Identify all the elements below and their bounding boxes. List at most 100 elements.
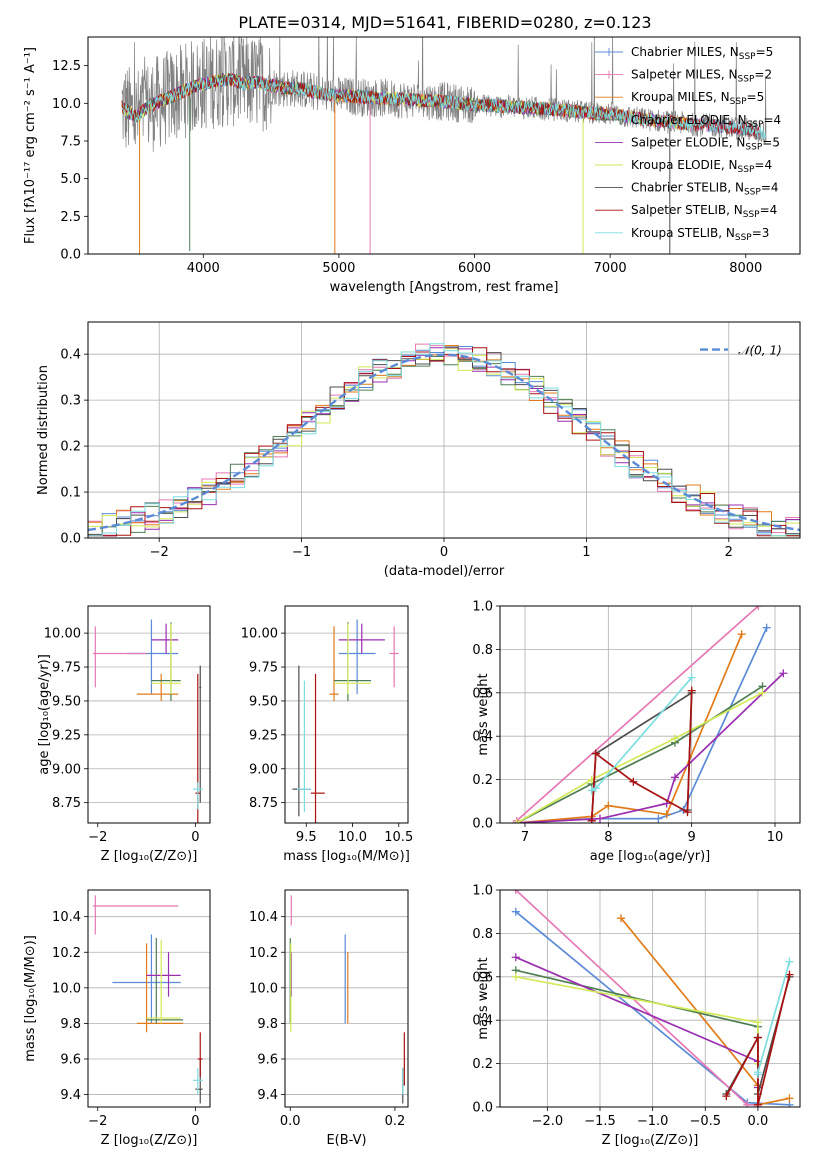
y-axis-label: mass [log₁₀(M/M⊙)] [23, 935, 38, 1062]
x-tick-label: 8000 [729, 261, 762, 276]
data-point-salpeter_stelib [683, 808, 692, 817]
legend-entry: Kroupa ELODIE, NSSP=4 [631, 158, 772, 175]
y-tick-label: 0.6 [472, 686, 493, 701]
y-tick-label: 0.1 [60, 486, 81, 501]
series-line-salpeter_miles [516, 606, 759, 822]
y-tick-label: 10.4 [249, 910, 278, 925]
y-tick-label: 9.4 [60, 1088, 81, 1103]
y-tick-label: 0.2 [472, 1057, 493, 1072]
data-point-salpeter_stelib [587, 816, 596, 823]
y-tick-label: 10.2 [249, 946, 278, 961]
legend-entry: Chabrier MILES, NSSP=5 [631, 45, 773, 62]
y-axis-label: mass weight [476, 673, 491, 755]
x-tick-label: −0.5 [689, 1114, 721, 1129]
axes-frame [87, 321, 801, 539]
y-tick-label: 7.5 [60, 134, 81, 149]
x-axis-label: wavelength [Angstrom, rest frame] [330, 280, 559, 295]
data-point-kroupa_elodie [512, 819, 521, 823]
y-axis-label: mass weight [476, 957, 491, 1039]
x-tick-label: −2 [88, 830, 107, 845]
y-tick-label: 1.0 [472, 600, 493, 615]
legend-entry: Kroupa STELIB, NSSP=3 [631, 226, 769, 243]
x-tick-label: 10.5 [384, 830, 413, 845]
data-point-kroupa_miles [662, 810, 671, 819]
y-tick-label: 0.0 [472, 1101, 493, 1116]
plot-area [88, 343, 800, 537]
y-tick-label: 0.4 [472, 730, 493, 745]
data-point-salpeter_stelib [687, 686, 696, 695]
data-point-kroupa_stelib [753, 1068, 762, 1077]
y-tick-label: 0.2 [472, 773, 493, 788]
legend-eq: =4 [763, 113, 781, 127]
x-axis-label: age [log₁₀(age/yr)] [590, 849, 711, 864]
y-tick-label: 0.8 [472, 643, 493, 658]
y-tick-label: 0.4 [60, 348, 81, 363]
y-tick-label: 9.75 [52, 661, 81, 676]
plot-area [92, 619, 203, 823]
data-point-kroupa_miles [617, 914, 626, 923]
y-tick-label: 9.8 [257, 1017, 278, 1032]
y-tick-label: 5.0 [60, 172, 81, 187]
y-tick-label: 2.5 [60, 210, 81, 225]
legend-label: Chabrier MILES, N [631, 45, 739, 59]
axes-frame [284, 605, 409, 824]
x-tick-label: 6000 [458, 261, 491, 276]
x-tick-label: −1 [292, 545, 311, 560]
x-tick-label: 10 [767, 830, 784, 845]
panel-age_vs_mass: 9.5 10.0 10.5 8.75 9.00 9.25 9.50 9.75 10.00 mass… [241, 605, 413, 864]
data-point-salpeter_stelib [629, 777, 638, 786]
x-axis-label: Z [log₁₀(Z/Z⊙)] [101, 1133, 198, 1148]
legend-eq: =4 [761, 181, 779, 195]
y-axis-label: Normed distribution [36, 365, 51, 495]
y-tick-label: 8.75 [249, 796, 278, 811]
y-tick-label: 12.5 [52, 59, 81, 74]
y-tick-label: 10.2 [52, 946, 81, 961]
y-tick-label: 9.8 [60, 1017, 81, 1032]
y-axis-label: age [log₁₀(age/yr)] [37, 654, 52, 775]
x-tick-label: 7 [521, 830, 529, 845]
legend-subscript: SSP [739, 52, 756, 62]
axes-frame [87, 605, 211, 824]
legend-eq: =5 [747, 90, 765, 104]
legend-subscript: SSP [744, 188, 761, 198]
data-point-salpeter_stelib [753, 1033, 762, 1042]
y-tick-label: 9.75 [249, 661, 278, 676]
legend-label: Salpeter ELODIE, N [631, 135, 745, 149]
data-point-salpeter_miles [511, 890, 520, 894]
y-tick-label: 10.0 [249, 981, 278, 996]
y-tick-label: 9.25 [249, 728, 278, 743]
y-tick-label: 10.00 [44, 627, 81, 642]
legend-subscript: SSP [745, 142, 762, 152]
series-line-kroupa_stelib [757, 961, 791, 1075]
data-point-salpeter_elodie [596, 814, 604, 823]
legend-subscript: SSP [730, 97, 747, 107]
legend-label: 𝒩(0, 1) [738, 344, 782, 358]
series-line-salpeter_miles [515, 890, 758, 1106]
x-tick-label: 5000 [322, 261, 355, 276]
data-point-kroupa_elodie [511, 972, 520, 981]
x-tick-label: 9 [688, 830, 696, 845]
data-point-kroupa_stelib [687, 673, 696, 682]
legend-eq: =5 [762, 135, 780, 149]
y-tick-label: 0.3 [60, 394, 81, 409]
y-tick-label: 0.4 [472, 1014, 493, 1029]
figure-title: PLATE=0314, MJD=51641, FIBERID=0280, z=0… [238, 13, 651, 32]
x-tick-label: 0 [191, 1114, 199, 1129]
data-point-kroupa_miles [737, 630, 746, 639]
y-tick-label: 0.0 [60, 248, 81, 263]
axes-frame [499, 889, 801, 1108]
y-tick-label: 9.4 [257, 1088, 278, 1103]
data-point-kroupa_stelib [587, 786, 596, 795]
data-point-salpeter_elodie [779, 669, 788, 678]
data-point-salpeter_miles [754, 606, 763, 610]
plot-area [121, 37, 767, 254]
axes-frame [284, 889, 409, 1108]
series-line-salpeter_elodie [515, 956, 759, 1107]
legend-label: Salpeter MILES, N [631, 68, 738, 82]
plot-area [292, 619, 399, 823]
data-point-salpeter_stelib [785, 970, 794, 979]
plot-area [512, 606, 788, 823]
legend-label: Kroupa ELODIE, N [631, 158, 738, 172]
x-tick-label: 0.0 [280, 1114, 301, 1129]
x-tick-label: −2 [88, 1114, 107, 1129]
